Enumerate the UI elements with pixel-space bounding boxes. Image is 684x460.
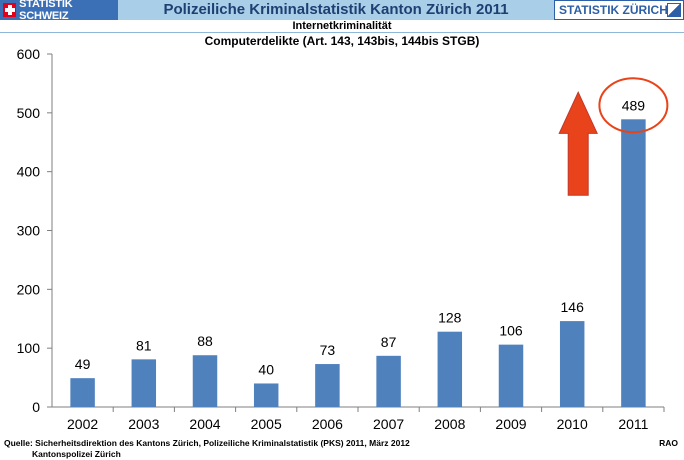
header-bar: STATISTIK SCHWEIZ Polizeiliche Kriminals… <box>0 0 684 22</box>
footer-code: RAO <box>659 438 678 448</box>
data-label: 106 <box>499 323 523 339</box>
x-tick-label: 2006 <box>312 416 343 432</box>
data-label: 73 <box>320 342 336 358</box>
x-tick-label: 2002 <box>67 416 98 432</box>
data-label: 128 <box>438 310 462 326</box>
y-tick-label: 600 <box>17 46 41 62</box>
x-tick-label: 2005 <box>251 416 282 432</box>
data-label: 88 <box>197 333 213 349</box>
page-subtitle: Internetkriminalität <box>0 20 684 33</box>
bar <box>621 119 646 408</box>
page-title: Polizeiliche Kriminalstatistik Kanton Zü… <box>163 1 509 18</box>
data-label: 87 <box>381 334 397 350</box>
bar <box>437 331 463 407</box>
bar <box>192 355 218 407</box>
y-tick-label: 100 <box>17 340 41 356</box>
y-tick-label: 300 <box>17 223 41 239</box>
right-logo-label: STATISTIK ZÜRICH <box>559 3 668 17</box>
zurich-flag-icon <box>667 3 681 17</box>
x-tick-label: 2004 <box>189 416 220 432</box>
x-tick-label: 2011 <box>618 416 648 432</box>
x-tick-label: 2003 <box>128 416 159 432</box>
data-label: 81 <box>136 337 152 353</box>
bar <box>70 378 95 407</box>
bar <box>315 364 340 407</box>
data-label: 49 <box>75 356 91 372</box>
y-tick-label: 200 <box>17 281 41 297</box>
data-label: 146 <box>561 299 585 315</box>
bar <box>498 344 524 407</box>
highlight-ellipse <box>598 77 669 134</box>
data-label: 40 <box>258 361 274 377</box>
bar <box>376 355 401 407</box>
chart-title: Computerdelikte (Art. 143, 143bis, 144bi… <box>204 34 480 48</box>
footer-agency: Kantonspolizei Zürich <box>32 449 121 459</box>
statistik-zuerich-logo: STATISTIK ZÜRICH <box>554 0 684 20</box>
bar-chart: 0 100 200 300 400 500 600 2002 49 2003 81 2004 88 200… <box>17 46 669 432</box>
x-tick-label: 2008 <box>434 416 465 432</box>
x-tick-label: 2009 <box>495 416 526 432</box>
data-label: 489 <box>622 97 646 113</box>
left-logo-label: STATISTIK SCHWEIZ <box>19 0 73 22</box>
y-tick-label: 400 <box>17 164 41 180</box>
y-tick-label: 0 <box>32 399 40 415</box>
up-arrow-icon <box>558 91 598 196</box>
swiss-cross-icon <box>3 3 17 17</box>
footer-source: Quelle: Sicherheitsdirektion des Kantons… <box>4 438 410 448</box>
bar <box>253 383 279 407</box>
bar <box>131 359 157 407</box>
x-tick-label: 2010 <box>557 416 588 432</box>
y-tick-label: 500 <box>17 105 41 121</box>
statistik-schweiz-logo: STATISTIK SCHWEIZ <box>0 0 118 22</box>
x-tick-label: 2007 <box>373 416 404 432</box>
bar <box>559 321 585 407</box>
